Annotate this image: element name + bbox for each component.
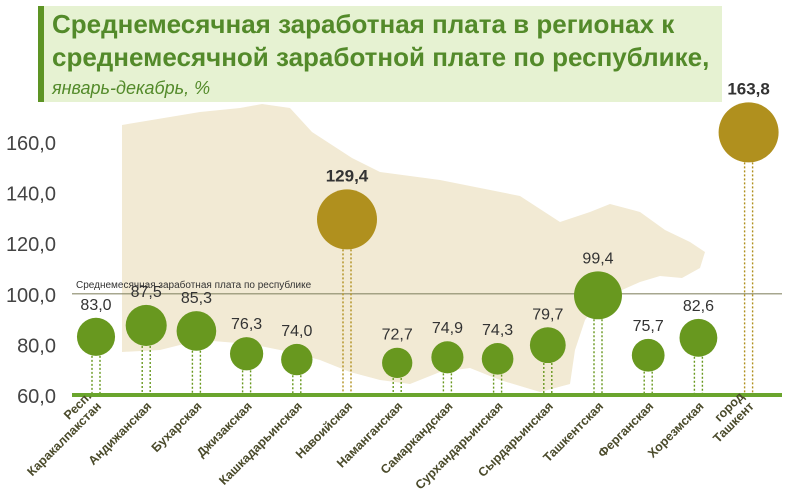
bubble [574, 271, 622, 320]
bubble [317, 189, 377, 250]
data-label: 74,9 [432, 320, 463, 337]
y-tick-label: 120,0 [6, 234, 56, 256]
y-tick-label: 60,0 [17, 386, 56, 408]
data-label: 79,7 [532, 306, 563, 323]
data-label: 74,3 [482, 322, 513, 339]
x-category-text: Кашкадарьинская [216, 399, 305, 488]
bubble [125, 304, 167, 346]
bubble [176, 311, 217, 351]
data-label: 99,4 [582, 250, 613, 267]
y-tick-label: 140,0 [6, 184, 56, 206]
data-label: 163,8 [727, 79, 770, 98]
y-tick-label: 100,0 [6, 285, 56, 307]
uzbekistan-map-silhouette [122, 104, 705, 392]
bubble [529, 327, 566, 364]
chart-subtitle: январь-декабрь, % [52, 78, 211, 98]
bubble [679, 318, 718, 357]
data-label: 76,3 [231, 316, 262, 333]
reference-label: Среднемесячная заработная плата по респу… [76, 279, 312, 291]
title-accent-bar [38, 6, 44, 102]
bubble [281, 343, 313, 376]
bubble [431, 341, 464, 374]
bubble [382, 347, 413, 379]
x-category-text: Сурхандарьинская [413, 399, 506, 492]
bubble [229, 337, 264, 371]
bubble [718, 102, 779, 163]
bubble [481, 343, 514, 375]
chart-title: Среднемесячная заработная плата в регион… [52, 9, 710, 72]
data-label: 87,5 [131, 284, 162, 301]
data-label: 129,4 [326, 166, 369, 185]
data-label: 72,7 [382, 327, 413, 344]
data-label: 83,0 [80, 297, 111, 314]
data-label: 82,6 [683, 298, 714, 315]
bubble [76, 317, 116, 356]
data-label: 75,7 [633, 318, 664, 335]
data-label: 74,0 [281, 323, 312, 340]
y-tick-label: 80,0 [17, 335, 56, 357]
x-category-label: Кашкадарьинская [216, 399, 305, 488]
y-tick-label: 160,0 [6, 133, 56, 155]
x-category-label: Сурхандарьинская [413, 399, 506, 492]
data-label: 85,3 [181, 290, 212, 307]
title-box [38, 6, 722, 102]
bubble [631, 338, 665, 372]
